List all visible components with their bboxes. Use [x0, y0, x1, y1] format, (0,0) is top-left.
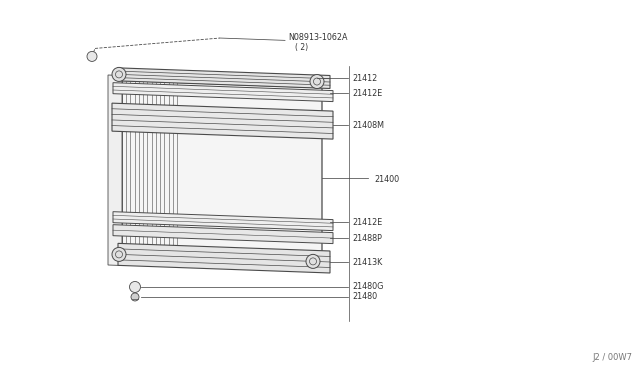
Polygon shape: [113, 212, 333, 231]
Circle shape: [306, 254, 320, 268]
Text: 21400: 21400: [374, 175, 399, 184]
Circle shape: [310, 74, 324, 89]
Polygon shape: [113, 225, 333, 244]
Text: 21408M: 21408M: [352, 121, 384, 130]
Circle shape: [112, 247, 126, 262]
Circle shape: [131, 293, 139, 301]
Text: J2 / 00W7: J2 / 00W7: [592, 353, 632, 362]
Text: 21412E: 21412E: [352, 218, 382, 227]
Text: 21480G: 21480G: [352, 282, 383, 292]
Polygon shape: [118, 68, 330, 89]
Text: 21413K: 21413K: [352, 258, 382, 267]
Circle shape: [112, 67, 126, 81]
Text: 21412E: 21412E: [352, 89, 382, 98]
Text: 21488P: 21488P: [352, 234, 382, 243]
Polygon shape: [122, 80, 322, 268]
Polygon shape: [108, 75, 122, 266]
Circle shape: [129, 282, 141, 292]
Text: 21480: 21480: [352, 292, 377, 301]
Polygon shape: [112, 103, 333, 139]
Text: 21412: 21412: [352, 74, 377, 83]
Circle shape: [87, 51, 97, 61]
Polygon shape: [118, 243, 330, 273]
Text: ( 2): ( 2): [295, 43, 308, 52]
Text: N08913-1062A: N08913-1062A: [288, 33, 348, 42]
Polygon shape: [113, 83, 333, 102]
